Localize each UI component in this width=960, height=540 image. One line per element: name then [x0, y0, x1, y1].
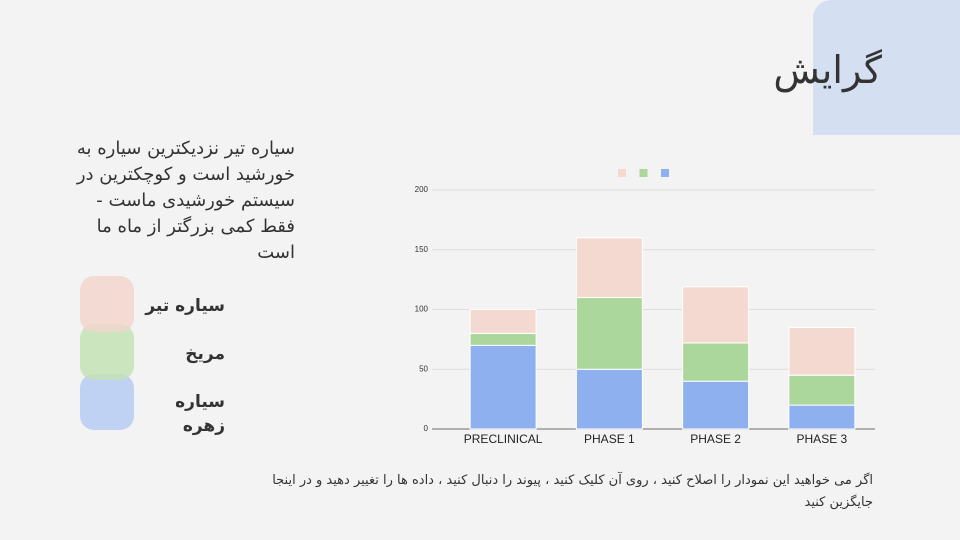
bar-segment — [682, 380, 750, 430]
legend-key — [639, 169, 648, 177]
legend-label: سیاره تیر — [145, 296, 225, 316]
x-tick-label: PRECLINICAL — [464, 432, 543, 446]
bar-segment — [682, 342, 750, 382]
x-tick-label: PHASE 2 — [690, 432, 741, 446]
slide-title: گرایش — [773, 48, 882, 92]
bar-segment — [788, 326, 856, 376]
y-tick-label: 100 — [415, 305, 429, 314]
legend-label: سیاره زهره — [175, 392, 225, 436]
body-text: سیاره تیر نزدیکترین سیاره به خورشید است … — [76, 138, 295, 263]
y-tick-label: 50 — [419, 364, 428, 373]
bar-segment — [788, 374, 856, 406]
y-tick-label: 200 — [415, 185, 429, 194]
y-tick-label: 0 — [424, 424, 429, 433]
legend-swatch — [80, 374, 134, 430]
legend-swatch — [80, 324, 134, 380]
bar-segment — [682, 286, 750, 344]
corner-shape — [813, 0, 960, 135]
bar-segment — [469, 309, 537, 334]
legend-swatch — [80, 276, 134, 332]
bar-segment — [469, 344, 537, 430]
bar-segment — [575, 237, 643, 299]
bar-segment — [575, 297, 643, 370]
x-tick-label: PHASE 1 — [584, 432, 635, 446]
legend-key — [661, 169, 669, 177]
y-tick-label: 150 — [415, 245, 429, 254]
x-tick-label: PHASE 3 — [797, 432, 848, 446]
legend-key — [618, 169, 626, 177]
footer-text: اگر می خواهید این نمودار را اصلاح کنید ،… — [272, 473, 873, 510]
bar-segment — [469, 332, 537, 346]
bar-segment — [788, 404, 856, 430]
legend-label: مریخ — [185, 344, 225, 364]
bar-segment — [575, 368, 643, 430]
